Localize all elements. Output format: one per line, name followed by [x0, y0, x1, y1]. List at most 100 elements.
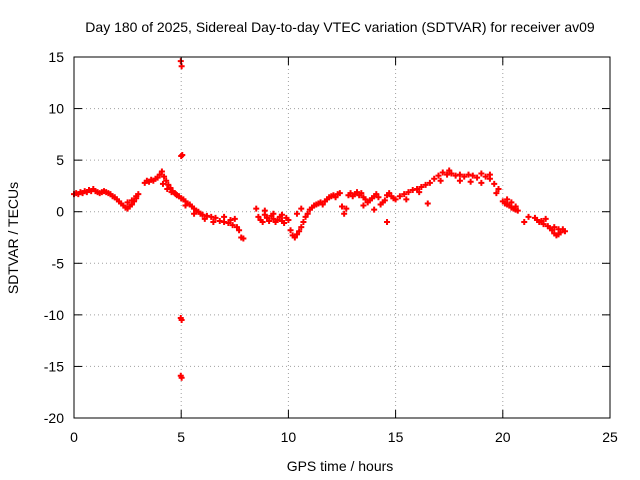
data-point: [191, 210, 198, 217]
data-point: [172, 191, 179, 198]
data-point: [285, 216, 292, 223]
data-point: [178, 374, 185, 381]
data-point: [233, 224, 240, 231]
data-point: [495, 186, 502, 193]
data-point: [227, 216, 234, 223]
data-point: [386, 190, 393, 197]
data-point: [396, 193, 403, 200]
data-point: [414, 186, 421, 193]
data-point: [424, 200, 431, 207]
data-point: [551, 224, 558, 231]
data-point: [201, 215, 208, 222]
data-point: [452, 172, 459, 179]
axis-ticks: [73, 56, 611, 419]
data-point: [343, 205, 350, 212]
data-point: [302, 213, 309, 220]
data-point: [461, 173, 468, 180]
data-point: [542, 215, 549, 222]
data-point: [465, 171, 472, 178]
data-point: [446, 167, 453, 174]
data-point: [210, 219, 217, 226]
y-tick-label: 10: [48, 101, 64, 117]
data-point: [296, 228, 303, 235]
data-point: [158, 168, 165, 175]
data-point: [203, 212, 210, 219]
data-point: [418, 183, 425, 190]
data-point: [512, 203, 519, 210]
data-point: [373, 191, 380, 198]
data-point: [478, 179, 485, 186]
data-point: [482, 173, 489, 180]
data-point: [456, 177, 463, 184]
data-point: [287, 227, 294, 234]
data-point: [474, 174, 481, 181]
data-point: [304, 210, 311, 217]
y-tick-label: -15: [44, 358, 64, 374]
data-point: [504, 196, 511, 203]
data-point: [208, 213, 215, 220]
y-tick-label: 5: [56, 152, 64, 168]
x-tick-label: 0: [70, 429, 78, 445]
data-point: [221, 219, 228, 226]
data-point: [263, 214, 270, 221]
data-point: [128, 197, 135, 204]
data-point: [354, 189, 361, 196]
data-point: [478, 170, 485, 177]
data-point: [298, 224, 305, 231]
data-point: [161, 173, 168, 180]
data-point: [448, 170, 455, 177]
data-point: [341, 210, 348, 217]
x-axis-label: GPS time / hours: [287, 458, 394, 474]
data-point: [274, 216, 281, 223]
data-point: [426, 179, 433, 186]
data-point: [486, 171, 493, 178]
data-point: [561, 228, 568, 235]
data-point: [216, 217, 223, 224]
data-point: [154, 174, 161, 181]
data-point: [124, 199, 131, 206]
data-point: [225, 220, 232, 227]
data-point: [293, 210, 300, 217]
data-point: [339, 203, 345, 210]
data-point: [291, 234, 298, 241]
data-point: [360, 202, 367, 209]
data-point: [300, 219, 307, 226]
data-point: [467, 178, 474, 185]
data-point: [358, 190, 365, 197]
data-point: [381, 197, 388, 204]
data-point: [156, 171, 163, 178]
x-tick-labels: 0 5 10 15 20 25: [70, 429, 618, 445]
data-point: [229, 222, 236, 229]
data-point: [159, 180, 166, 187]
data-point: [557, 229, 564, 236]
y-tick-labels: -20 -15 -10 -5 0 5 10 15: [44, 49, 64, 426]
data-point: [332, 194, 339, 201]
data-point: [298, 205, 305, 212]
data-point: [261, 207, 268, 214]
data-point: [384, 219, 391, 226]
data-point: [538, 217, 545, 224]
data-point: [179, 151, 186, 158]
data-point: [178, 317, 185, 324]
data-point: [493, 190, 500, 197]
data-point: [165, 181, 172, 188]
data-point: [336, 190, 343, 197]
data-point: [409, 187, 416, 194]
plot-frame: [73, 56, 611, 419]
data-point: [437, 177, 444, 184]
data-point: [221, 213, 228, 220]
data-point: [392, 196, 399, 203]
y-tick-label: 0: [56, 204, 64, 220]
data-point: [182, 202, 189, 209]
data-point: [281, 220, 288, 227]
data-point: [319, 201, 326, 208]
x-tick-label: 20: [495, 429, 511, 445]
y-tick-label: -5: [52, 255, 65, 271]
y-tick-label: -10: [44, 307, 64, 323]
x-tick-label: 15: [388, 429, 404, 445]
data-point: [270, 215, 277, 222]
x-tick-label: 25: [602, 429, 618, 445]
data-point: [362, 196, 369, 203]
